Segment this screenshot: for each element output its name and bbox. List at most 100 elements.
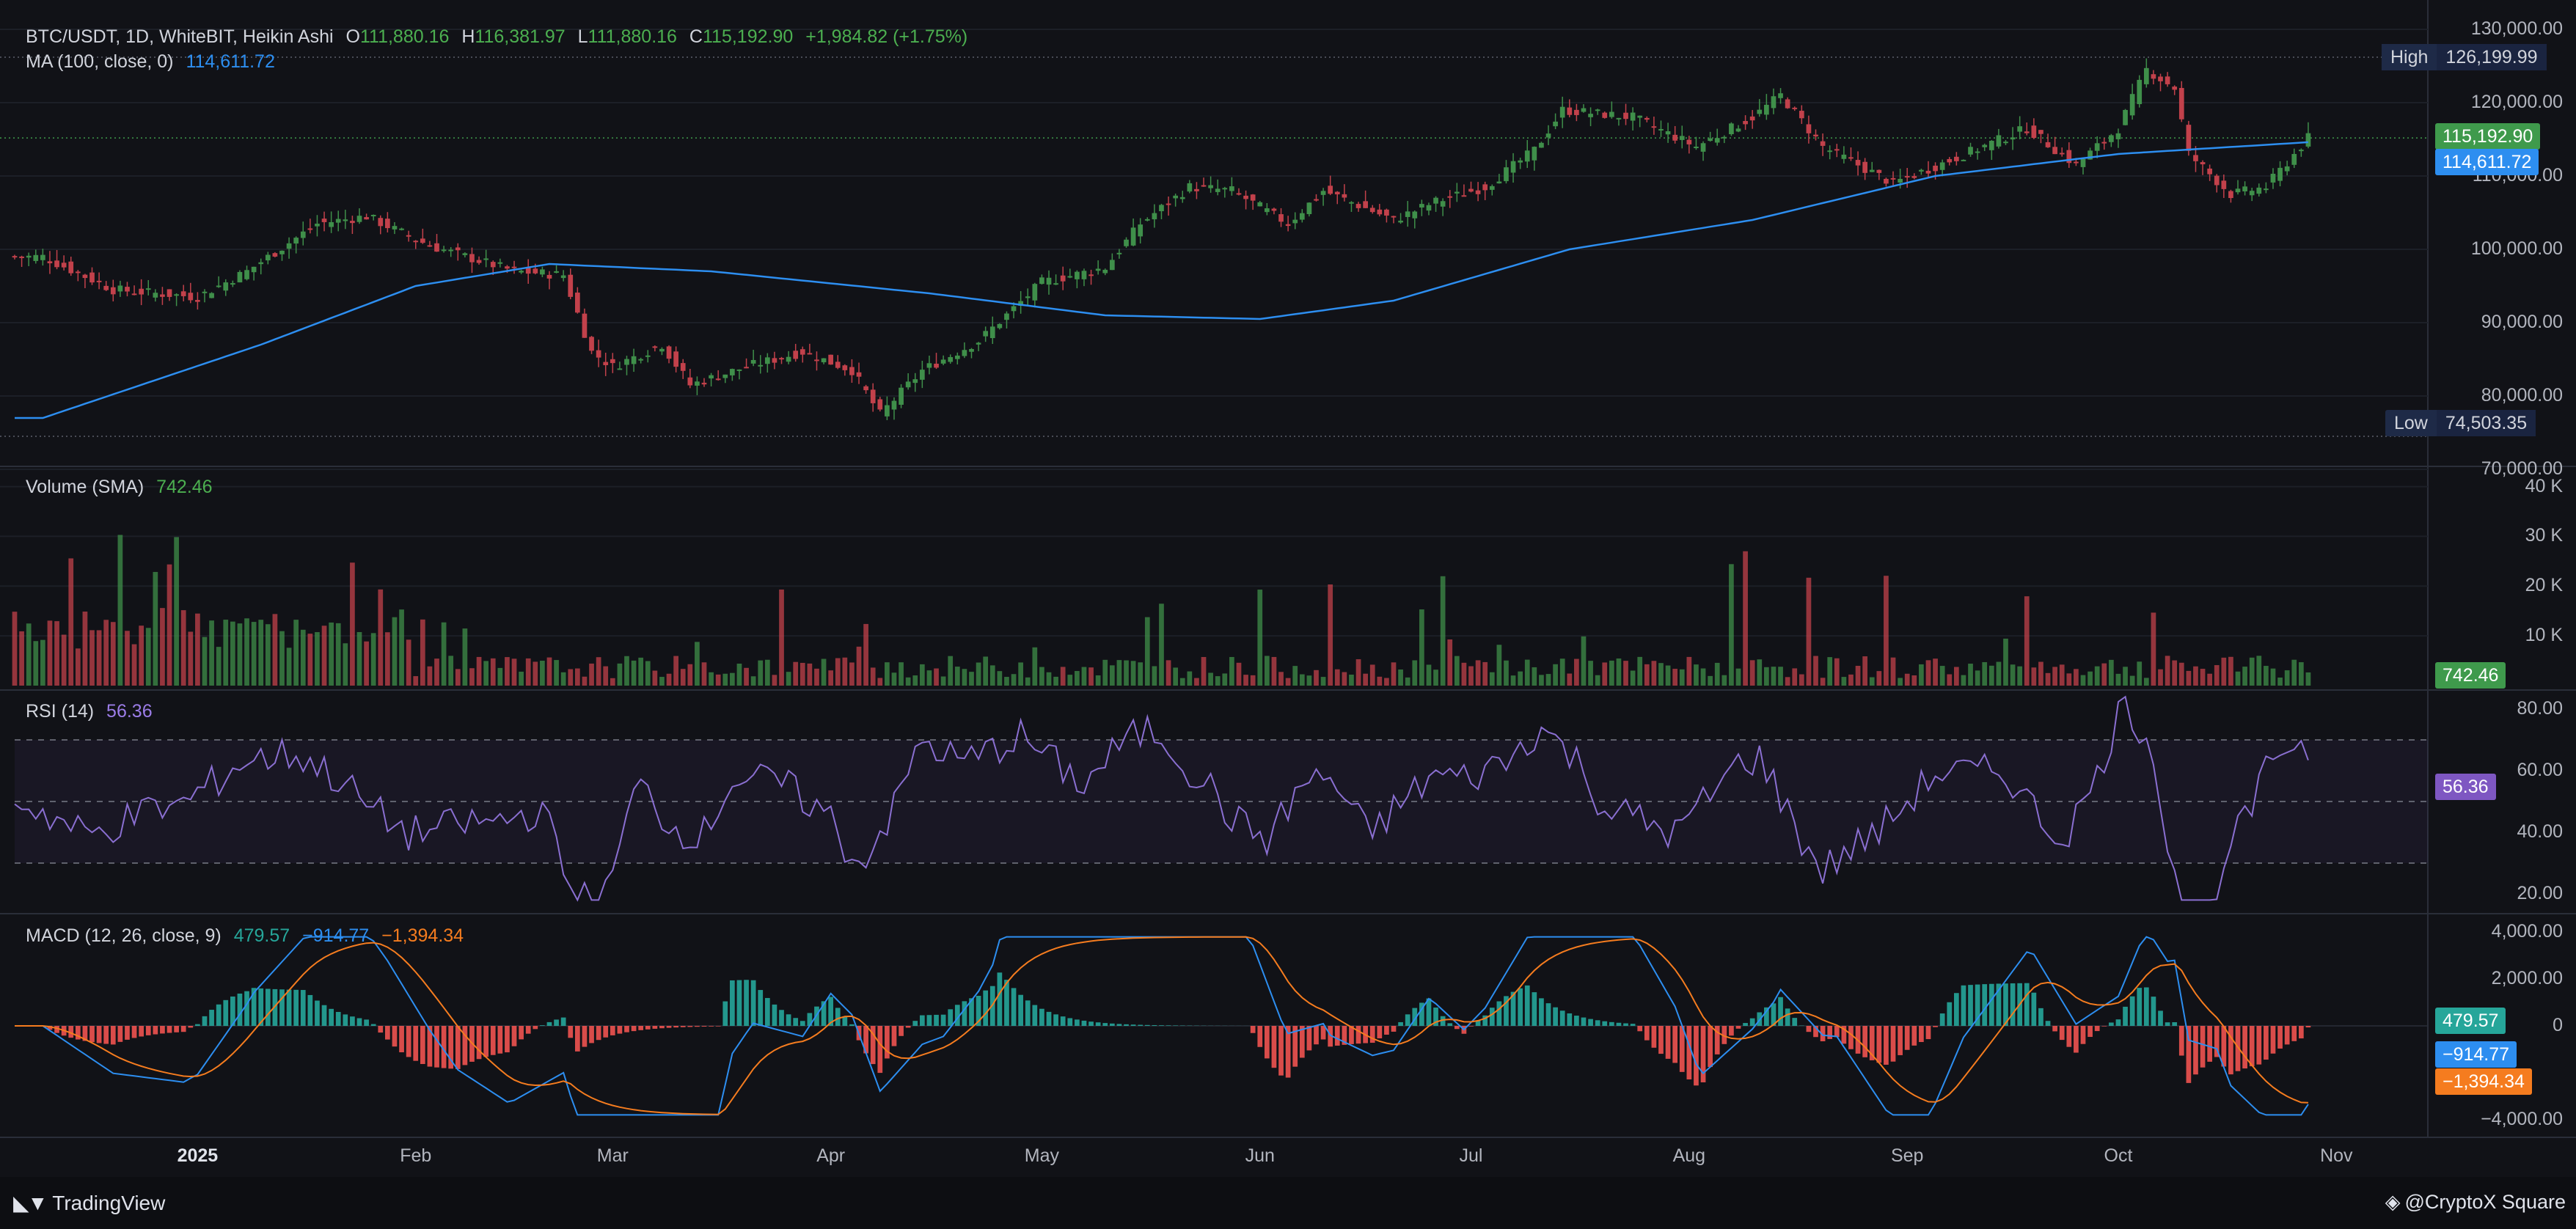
candle-body bbox=[490, 262, 496, 268]
candle-body bbox=[926, 363, 932, 368]
high-value: 116,381.97 bbox=[475, 26, 566, 47]
candle-body bbox=[455, 247, 461, 251]
macd-legend[interactable]: MACD (12, 26, close, 9) 479.57 −914.77 −… bbox=[26, 925, 471, 947]
low-label: L bbox=[577, 26, 588, 47]
candle-body bbox=[1285, 224, 1291, 227]
candle-body bbox=[2235, 188, 2241, 193]
macd-histogram-bar bbox=[505, 1026, 510, 1053]
macd-histogram-bar bbox=[603, 1026, 609, 1038]
candle-body bbox=[1053, 283, 1058, 285]
rsi-legend[interactable]: RSI (14) 56.36 bbox=[26, 701, 160, 722]
volume-bar bbox=[750, 676, 756, 686]
volume-bar bbox=[61, 634, 67, 686]
volume-bar bbox=[307, 634, 313, 686]
macd-histogram-bar bbox=[420, 1026, 425, 1065]
volume-bar bbox=[997, 671, 1003, 686]
macd-histogram-bar bbox=[589, 1026, 594, 1043]
macd-histogram-bar bbox=[1567, 1013, 1573, 1026]
volume-bar bbox=[2291, 659, 2297, 686]
time-axis-label: Nov bbox=[2320, 1145, 2353, 1166]
candle-body bbox=[1496, 181, 1502, 184]
macd-histogram-bar bbox=[1862, 1026, 1868, 1057]
volume-bar bbox=[1911, 675, 1917, 686]
volume-bar bbox=[1708, 675, 1713, 686]
candle-body bbox=[940, 359, 946, 364]
candle-body bbox=[1574, 109, 1579, 115]
candle-body bbox=[2059, 153, 2065, 155]
symbol-label[interactable]: BTC/USDT, 1D, WhiteBIT, Heikin Ashi bbox=[26, 26, 334, 47]
candle-body bbox=[1841, 154, 1847, 159]
volume-bar bbox=[462, 628, 468, 686]
volume-bar bbox=[652, 670, 658, 686]
candle-body bbox=[807, 353, 813, 355]
candle-body bbox=[1363, 201, 1368, 208]
volume-bar bbox=[969, 672, 974, 686]
macd-histogram-bar bbox=[730, 980, 735, 1026]
candle-body bbox=[2193, 155, 2198, 161]
candle-body bbox=[624, 359, 629, 365]
candle-body bbox=[546, 274, 552, 279]
volume-bar bbox=[1109, 665, 1115, 686]
volume-bar bbox=[1320, 677, 1326, 686]
candle-body bbox=[307, 228, 313, 230]
macd-histogram-bar bbox=[962, 1001, 967, 1026]
candle-body bbox=[1187, 183, 1193, 192]
candle-body bbox=[54, 260, 59, 268]
candle-body bbox=[1806, 124, 1812, 133]
candle-body bbox=[1447, 196, 1453, 198]
volume-bar bbox=[1355, 658, 1361, 686]
candle-body bbox=[645, 355, 651, 357]
macd-histogram-bar bbox=[1968, 985, 1973, 1026]
macd-histogram-bar bbox=[455, 1026, 461, 1069]
candle-body bbox=[505, 266, 510, 269]
candle-body bbox=[82, 274, 88, 279]
volume-bar bbox=[2066, 673, 2072, 686]
volume-bar bbox=[919, 664, 925, 686]
macd-histogram-bar bbox=[1314, 1026, 1319, 1045]
macd-histogram-bar bbox=[1285, 1026, 1291, 1078]
candle-body bbox=[2129, 94, 2135, 116]
volume-bar bbox=[343, 643, 348, 686]
macd-histogram-bar bbox=[265, 988, 271, 1026]
volume-bar bbox=[764, 659, 770, 686]
candle-body bbox=[1933, 165, 1938, 172]
macd-histogram-bar bbox=[659, 1026, 665, 1029]
macd-histogram-bar bbox=[1018, 994, 1023, 1026]
ma-legend[interactable]: MA (100, close, 0) 114,611.72 bbox=[26, 51, 282, 73]
volume-bar bbox=[1257, 590, 1263, 686]
macd-histogram-bar bbox=[413, 1026, 419, 1061]
macd-histogram-bar bbox=[870, 1026, 876, 1065]
volume-bar bbox=[1496, 645, 1502, 686]
volume-bar bbox=[329, 622, 334, 686]
candle-body bbox=[1988, 140, 1994, 150]
price-tick-label: 80,000.00 bbox=[2481, 385, 2563, 406]
volume-bar bbox=[103, 620, 109, 686]
volume-bar bbox=[12, 612, 18, 686]
volume-bar bbox=[1314, 669, 1319, 686]
candle-body bbox=[1588, 114, 1593, 117]
macd-histogram-bar bbox=[1729, 1026, 1734, 1036]
candle-body bbox=[420, 238, 425, 243]
candle-body bbox=[1475, 190, 1481, 194]
macd-histogram-bar bbox=[1651, 1026, 1657, 1048]
macd-histogram-bar bbox=[2115, 1019, 2121, 1026]
macd-histogram-bar bbox=[1644, 1026, 1650, 1041]
volume-bar bbox=[976, 662, 981, 686]
tradingview-brand[interactable]: ◣▼ TradingView bbox=[13, 1191, 165, 1215]
volume-bar bbox=[1215, 676, 1221, 686]
candle-body bbox=[1039, 277, 1044, 285]
candle-body bbox=[793, 351, 799, 359]
candle-body bbox=[680, 363, 686, 371]
candle-body bbox=[2087, 150, 2093, 160]
candle-body bbox=[2305, 133, 2311, 147]
candle-body bbox=[1700, 143, 1706, 152]
candle-body bbox=[1694, 146, 1699, 148]
macd-histogram-bar bbox=[1806, 1026, 1812, 1032]
price-tick-label: 70,000.00 bbox=[2481, 458, 2563, 479]
candle-body bbox=[1250, 194, 1256, 201]
candle-body bbox=[554, 271, 559, 273]
candle-body bbox=[350, 221, 355, 224]
volume-legend[interactable]: Volume (SMA) 742.46 bbox=[26, 477, 220, 498]
macd-histogram-bar bbox=[1412, 1008, 1418, 1026]
